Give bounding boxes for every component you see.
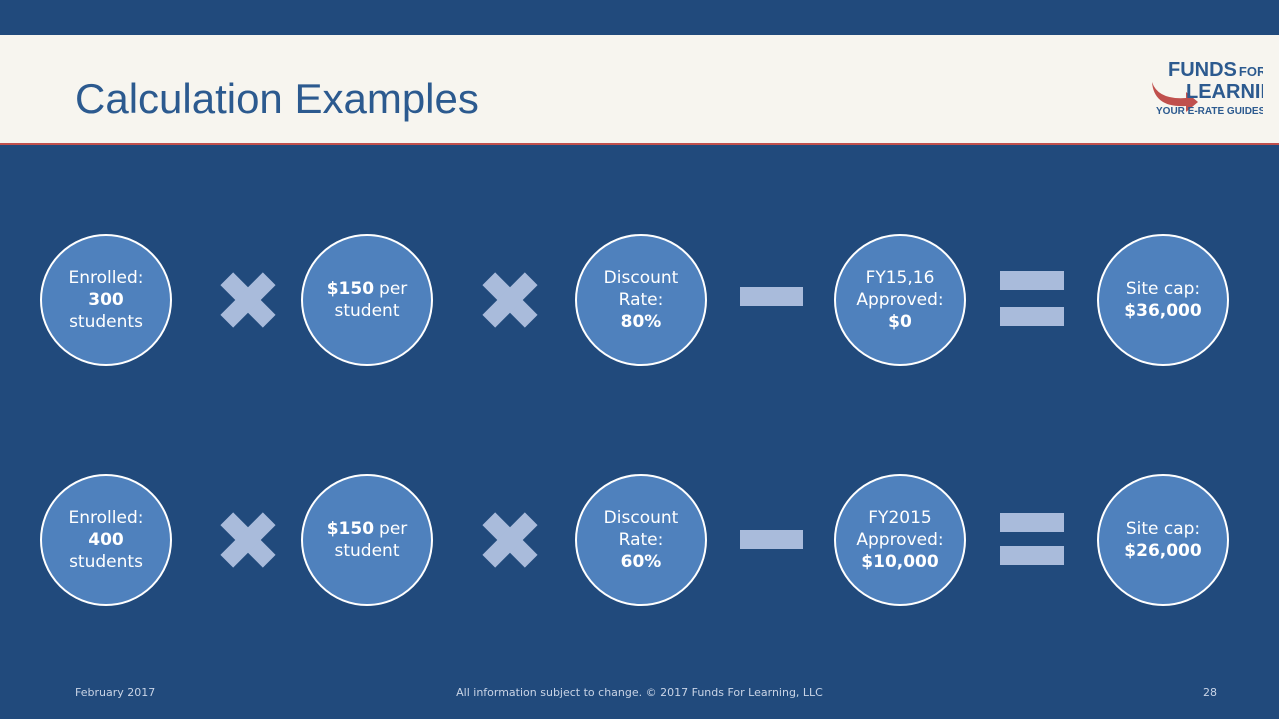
circle: Site cap: $26,000 <box>1097 474 1229 606</box>
circle-line: $10,000 <box>861 551 938 573</box>
circle-line: FY15,16 <box>866 267 935 289</box>
circle-line: Rate: <box>619 529 664 551</box>
title: Calculation Examples <box>75 75 479 122</box>
circle-text: Rate: <box>618 530 664 550</box>
circle: FY15,16 Approved: $0 <box>834 234 966 366</box>
equals <box>1000 513 1064 532</box>
circle-line: student <box>335 300 400 322</box>
circle-text: students <box>69 312 143 332</box>
circle-text: $150 <box>326 519 375 539</box>
circle-text: Site cap: <box>1125 279 1201 299</box>
circle-line: Enrolled: <box>69 507 144 529</box>
times <box>220 512 276 568</box>
logo-text: FOR <box>1239 64 1263 79</box>
circle-text: Enrolled: <box>68 508 144 528</box>
circle-text: FY2015 <box>868 508 932 528</box>
circle-text: $150 <box>326 279 375 299</box>
circle-text: per <box>379 519 408 539</box>
circle-text: student <box>334 541 400 561</box>
circle-line: students <box>69 311 143 333</box>
circle: Site cap: $36,000 <box>1097 234 1229 366</box>
circle-line: 400 <box>88 529 124 551</box>
circle-text: Discount <box>603 268 679 288</box>
circle-line: Enrolled: <box>69 267 144 289</box>
circle: Enrolled: 400 students <box>40 474 172 606</box>
circle-text: Approved: <box>856 290 944 310</box>
circle: FY2015 Approved: $10,000 <box>834 474 966 606</box>
times <box>482 272 538 328</box>
circle: $150 per student <box>301 234 433 366</box>
circle-text: student <box>334 301 400 321</box>
logo-text: LEARNING <box>1186 81 1263 103</box>
circle-text: FY15,16 <box>865 268 935 288</box>
circle-text: 300 <box>88 290 124 310</box>
footer-notice: All information subject to change. © 201… <box>456 686 823 699</box>
times <box>482 512 538 568</box>
circle-line: students <box>69 551 143 573</box>
circle-text: students <box>69 552 143 572</box>
circle-line: Discount <box>604 507 679 529</box>
circle-line: $26,000 <box>1124 540 1201 562</box>
circle-text: 80% <box>620 312 662 332</box>
circle-text: Rate: <box>618 290 664 310</box>
circle-text: Site cap: <box>1125 519 1201 539</box>
circle-line: $150 per <box>327 278 408 300</box>
equals <box>1000 271 1064 290</box>
circle-line: 60% <box>621 551 662 573</box>
logo-text: FUNDS <box>1168 59 1237 81</box>
circle-line: 80% <box>621 311 662 333</box>
circle-line: FY2015 <box>868 507 931 529</box>
circle-text: $36,000 <box>1124 301 1202 321</box>
circle-text: $26,000 <box>1124 541 1202 561</box>
circle-text: 400 <box>88 530 124 550</box>
circle-text: 60% <box>620 552 662 572</box>
circle-text: Approved: <box>856 530 944 550</box>
circle-line: Site cap: <box>1126 278 1200 300</box>
circle: Discount Rate: 60% <box>575 474 707 606</box>
circle-line: Discount <box>604 267 679 289</box>
circle: Enrolled: 300 students <box>40 234 172 366</box>
times <box>220 272 276 328</box>
circle-line: Site cap: <box>1126 518 1200 540</box>
footer-date: February 2017 <box>75 686 156 699</box>
circle-text: $0 <box>888 312 912 332</box>
circle-text: Enrolled: <box>68 268 144 288</box>
minus <box>740 287 803 306</box>
page-number: 28 <box>1203 686 1217 699</box>
circle-line: $36,000 <box>1124 300 1201 322</box>
circle-line: student <box>335 540 400 562</box>
circle-line: $150 per <box>327 518 408 540</box>
circle-line: Approved: <box>856 289 943 311</box>
circle-line: Rate: <box>619 289 664 311</box>
circle: $150 per student <box>301 474 433 606</box>
circle-line: $0 <box>888 311 912 333</box>
logo-tagline: YOUR E-RATE GUIDES <box>1156 106 1263 117</box>
minus <box>740 530 803 549</box>
circle-line: Approved: <box>856 529 943 551</box>
circle-line: 300 <box>88 289 124 311</box>
circle-text: Discount <box>603 508 679 528</box>
circle-text: per <box>379 279 408 299</box>
circle: Discount Rate: 80% <box>575 234 707 366</box>
circle-text: $10,000 <box>861 552 939 572</box>
